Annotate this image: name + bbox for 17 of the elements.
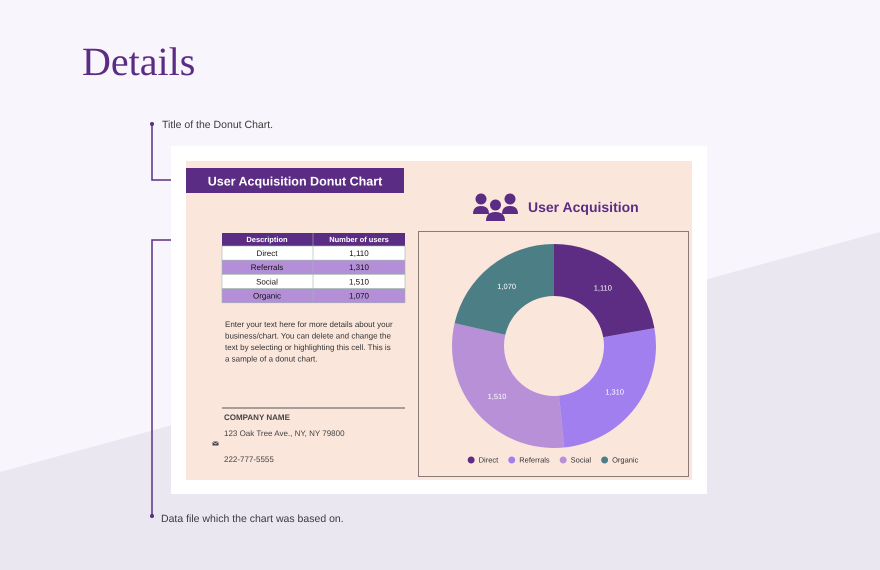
- text: Details: [82, 39, 196, 84]
- text: 123 Oak Tree Ave., NY, NY 79800: [224, 429, 346, 438]
- category-label: Direct: [256, 248, 278, 258]
- text: 1,510: [348, 277, 370, 286]
- text: 1,110: [349, 248, 369, 258]
- chart-title: User Acquisition: [528, 198, 639, 215]
- category-label: Social: [256, 277, 278, 286]
- data-label: 1,070: [348, 292, 370, 300]
- text: Enter your text here for more details about your business/chart. You can delete and change the text by selecting or highlighting this cell. This is a sample of a donut chart.: [225, 320, 393, 364]
- text: COMPANY NAME: [224, 413, 291, 422]
- text: 222-777-5555: [224, 455, 274, 464]
- text: 1,310: [348, 263, 370, 272]
- category-label: Referrals: [250, 263, 284, 272]
- text: Title of the Donut Chart.: [162, 119, 274, 131]
- text: User Acquisition Donut Chart: [208, 174, 384, 188]
- category-label: Organic: [252, 292, 282, 300]
- text: Data file which the chart was based on.: [161, 513, 344, 525]
